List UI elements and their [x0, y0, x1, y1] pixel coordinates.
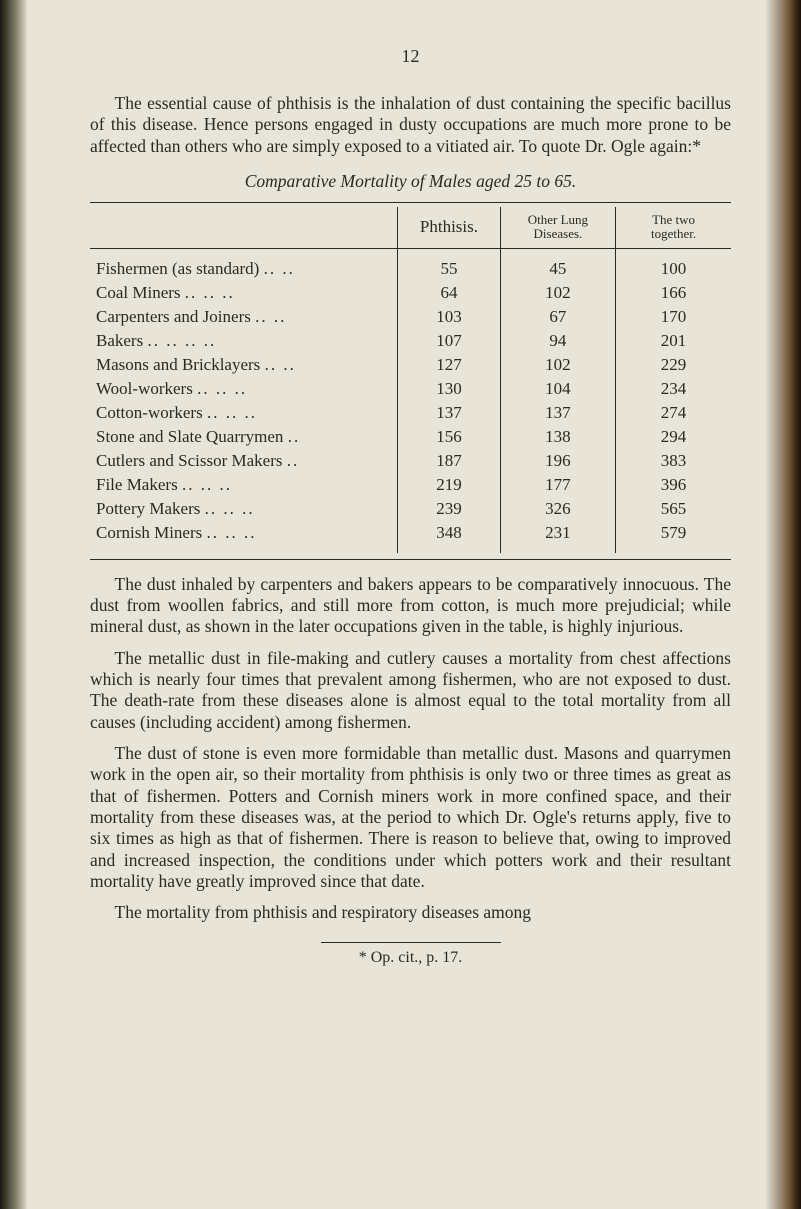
cell-other: 196	[500, 449, 615, 473]
paragraph-4: The dust of stone is even more formidabl…	[90, 743, 731, 892]
cell-total: 201	[616, 329, 731, 353]
paragraph-5: The mortality from phthisis and respirat…	[90, 902, 731, 923]
cell-other: 104	[500, 377, 615, 401]
table-row: File Makers .. .. .. 219 177 396	[90, 473, 731, 497]
table-header-row: Phthisis. Other Lung Diseases. The two t…	[90, 207, 731, 248]
page: 12 The essential cause of phthisis is th…	[0, 0, 801, 1209]
row-label: Coal Miners .. .. ..	[90, 281, 398, 305]
table-row: Stone and Slate Quarrymen .. 156 138 294	[90, 425, 731, 449]
cell-phthisis: 239	[398, 497, 501, 521]
cell-total: 170	[616, 305, 731, 329]
cell-phthisis: 348	[398, 521, 501, 553]
col-header-together-l2: together.	[622, 227, 725, 241]
row-label: File Makers .. .. ..	[90, 473, 398, 497]
cell-phthisis: 103	[398, 305, 501, 329]
cell-phthisis: 137	[398, 401, 501, 425]
cell-phthisis: 130	[398, 377, 501, 401]
row-label: Bakers .. .. .. ..	[90, 329, 398, 353]
cell-total: 294	[616, 425, 731, 449]
cell-total: 166	[616, 281, 731, 305]
cell-other: 326	[500, 497, 615, 521]
paragraph-1: The essential cause of phthisis is the i…	[90, 93, 731, 157]
cell-other: 177	[500, 473, 615, 497]
cell-other: 45	[500, 248, 615, 281]
cell-total: 234	[616, 377, 731, 401]
footnote: * Op. cit., p. 17.	[90, 949, 731, 967]
col-header-other-lung: Other Lung Diseases.	[500, 207, 615, 248]
table-row: Pottery Makers .. .. .. 239 326 565	[90, 497, 731, 521]
col-header-together-l1: The two	[622, 213, 725, 227]
page-number: 12	[90, 46, 731, 67]
table-row: Wool-workers .. .. .. 130 104 234	[90, 377, 731, 401]
book-edge-shadow-right	[765, 0, 801, 1209]
row-label: Fishermen (as standard) .. ..	[90, 248, 398, 281]
cell-total: 229	[616, 353, 731, 377]
mortality-table: Phthisis. Other Lung Diseases. The two t…	[90, 207, 731, 553]
table-row: Masons and Bricklayers .. .. 127 102 229	[90, 353, 731, 377]
paragraph-2: The dust inhaled by carpenters and baker…	[90, 574, 731, 638]
cell-phthisis: 127	[398, 353, 501, 377]
cell-total: 383	[616, 449, 731, 473]
row-label: Cotton-workers .. .. ..	[90, 401, 398, 425]
row-label: Pottery Makers .. .. ..	[90, 497, 398, 521]
table-bottom-rule	[90, 559, 731, 560]
cell-total: 396	[616, 473, 731, 497]
cell-phthisis: 187	[398, 449, 501, 473]
cell-phthisis: 64	[398, 281, 501, 305]
col-header-other-lung-l1: Other Lung	[507, 213, 609, 227]
paragraph-3: The metallic dust in file-making and cut…	[90, 648, 731, 733]
row-label: Carpenters and Joiners .. ..	[90, 305, 398, 329]
cell-phthisis: 107	[398, 329, 501, 353]
table-row: Coal Miners .. .. .. 64 102 166	[90, 281, 731, 305]
row-label: Wool-workers .. .. ..	[90, 377, 398, 401]
col-header-together: The two together.	[616, 207, 731, 248]
row-label: Stone and Slate Quarrymen ..	[90, 425, 398, 449]
table-row: Cornish Miners .. .. .. 348 231 579	[90, 521, 731, 553]
table-row: Cutlers and Scissor Makers .. 187 196 38…	[90, 449, 731, 473]
cell-other: 231	[500, 521, 615, 553]
cell-total: 565	[616, 497, 731, 521]
table-row: Cotton-workers .. .. .. 137 137 274	[90, 401, 731, 425]
cell-phthisis: 219	[398, 473, 501, 497]
table-row: Bakers .. .. .. .. 107 94 201	[90, 329, 731, 353]
table-body: Fishermen (as standard) .. .. 55 45 100 …	[90, 248, 731, 553]
cell-total: 579	[616, 521, 731, 553]
cell-phthisis: 156	[398, 425, 501, 449]
cell-other: 102	[500, 353, 615, 377]
cell-other: 94	[500, 329, 615, 353]
table-top-rule	[90, 202, 731, 203]
table-row: Fishermen (as standard) .. .. 55 45 100	[90, 248, 731, 281]
col-header-other-lung-l2: Diseases.	[507, 227, 609, 241]
book-gutter-shadow-left	[0, 0, 28, 1209]
row-label: Masons and Bricklayers .. ..	[90, 353, 398, 377]
cell-other: 137	[500, 401, 615, 425]
footnote-rule	[321, 942, 501, 943]
col-header-phthisis: Phthisis.	[398, 207, 501, 248]
cell-other: 102	[500, 281, 615, 305]
cell-total: 100	[616, 248, 731, 281]
col-header-blank	[90, 207, 398, 248]
row-label: Cutlers and Scissor Makers ..	[90, 449, 398, 473]
table-row: Carpenters and Joiners .. .. 103 67 170	[90, 305, 731, 329]
cell-other: 138	[500, 425, 615, 449]
cell-total: 274	[616, 401, 731, 425]
cell-other: 67	[500, 305, 615, 329]
table-title: Comparative Mortality of Males aged 25 t…	[90, 171, 731, 192]
cell-phthisis: 55	[398, 248, 501, 281]
row-label: Cornish Miners .. .. ..	[90, 521, 398, 553]
